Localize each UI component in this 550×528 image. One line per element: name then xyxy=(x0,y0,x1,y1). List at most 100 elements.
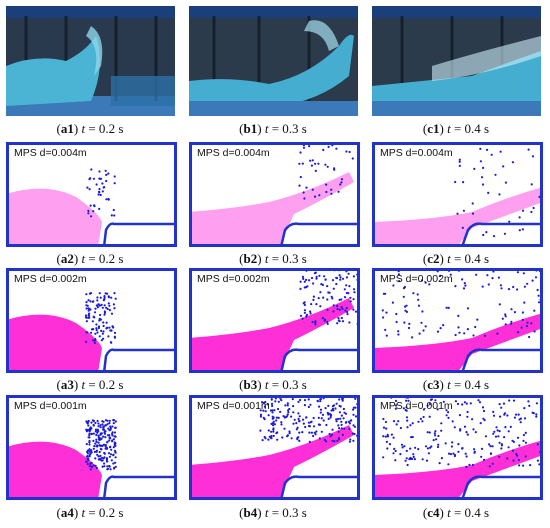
resolution-label: MPS d=0.001m xyxy=(380,400,453,412)
splash-particle xyxy=(287,411,290,414)
splash-particle xyxy=(426,431,429,434)
splash-particle xyxy=(298,415,301,418)
splash-particle xyxy=(345,307,348,310)
splash-particle xyxy=(319,400,322,403)
splash-particle xyxy=(531,155,535,158)
splash-particle xyxy=(504,323,507,326)
splash-particle xyxy=(303,309,306,312)
splash-particle xyxy=(113,307,116,310)
splash-particle xyxy=(348,150,351,154)
splash-particle xyxy=(94,421,97,425)
splash-particle xyxy=(384,328,387,331)
tank-boundary xyxy=(189,268,360,373)
splash-particle xyxy=(303,404,306,407)
splash-particle xyxy=(392,436,395,439)
splash-particle xyxy=(479,160,482,163)
splash-particle xyxy=(517,331,520,334)
splash-particle xyxy=(456,402,460,406)
splash-particle xyxy=(492,235,496,238)
splash-particle xyxy=(412,453,415,456)
caption-b4: (b4) t = 0.3 s xyxy=(239,505,307,520)
splash-particle xyxy=(535,402,538,405)
splash-particle xyxy=(335,282,338,286)
simulation-panel-c2: MPS d=0.004m xyxy=(372,142,543,247)
splash-particle xyxy=(322,419,325,422)
splash-particle xyxy=(327,417,330,420)
splash-particle xyxy=(303,399,307,402)
splash-particle xyxy=(343,288,346,291)
splash-particle xyxy=(352,298,355,301)
splash-particle xyxy=(474,431,477,434)
splash-particle xyxy=(341,398,344,401)
splash-particle xyxy=(113,214,116,217)
splash-particle xyxy=(344,309,347,312)
splash-particle xyxy=(440,422,443,425)
splash-particle xyxy=(341,307,344,310)
splash-particle xyxy=(107,302,110,305)
splash-particle xyxy=(386,447,389,450)
splash-particle xyxy=(515,413,518,416)
splash-particle xyxy=(517,413,520,416)
splash-particle xyxy=(86,422,89,425)
splash-particle xyxy=(439,327,442,330)
splash-particle xyxy=(417,304,421,307)
splash-particle xyxy=(337,317,340,320)
splash-particle xyxy=(404,305,407,308)
splash-particle xyxy=(403,445,406,448)
splash-particle xyxy=(500,443,503,446)
splash-particle xyxy=(464,284,467,287)
splash-particle xyxy=(536,288,539,292)
splash-particle xyxy=(98,335,101,338)
splash-particle xyxy=(96,299,99,302)
splash-particle xyxy=(271,411,274,414)
splash-particle xyxy=(92,328,95,331)
splash-particle xyxy=(324,278,327,281)
splash-particle xyxy=(297,400,300,403)
splash-particle xyxy=(487,283,490,286)
splash-particle xyxy=(436,445,440,449)
splash-particle xyxy=(271,415,274,418)
splash-particle xyxy=(276,438,279,441)
splash-particle xyxy=(92,210,95,213)
splash-particle xyxy=(405,457,408,460)
splash-particle xyxy=(498,455,501,458)
splash-particle xyxy=(533,309,536,312)
splash-particle xyxy=(85,340,88,343)
splash-particle xyxy=(504,426,507,429)
tank-boundary xyxy=(6,142,177,247)
splash-particle xyxy=(531,279,534,282)
splash-particle xyxy=(502,402,506,405)
splash-particle xyxy=(108,439,111,442)
splash-particle xyxy=(98,187,101,191)
splash-particle xyxy=(112,419,116,422)
splash-particle xyxy=(307,424,311,428)
splash-particle xyxy=(331,405,334,408)
obstacle-boundary xyxy=(102,475,177,500)
splash-particle xyxy=(112,438,115,441)
simulation-canvas xyxy=(6,142,177,247)
splash-particle xyxy=(331,428,334,431)
splash-particle xyxy=(303,311,306,314)
splash-particle xyxy=(464,452,467,455)
splash-particle xyxy=(327,291,330,294)
caption-c4: (c4) t = 0.4 s xyxy=(422,505,490,520)
splash-particle xyxy=(332,304,335,307)
splash-particle xyxy=(352,424,355,427)
splash-particle xyxy=(105,179,108,183)
splash-particle xyxy=(106,423,109,426)
splash-particle xyxy=(302,422,305,425)
splash-particle xyxy=(428,403,431,406)
splash-particle xyxy=(108,434,111,437)
splash-particle xyxy=(403,321,406,324)
splash-particle xyxy=(471,463,474,467)
simulation-canvas xyxy=(372,268,543,373)
splash-particle xyxy=(261,439,264,442)
splash-particle xyxy=(103,465,106,468)
splash-particle xyxy=(271,422,275,425)
splash-particle xyxy=(524,441,527,444)
splash-particle xyxy=(503,412,507,415)
splash-particle xyxy=(408,322,411,325)
splash-particle xyxy=(325,423,328,427)
simulation-panel-c4: MPS d=0.001m xyxy=(372,395,543,500)
simulation-canvas xyxy=(189,268,360,373)
